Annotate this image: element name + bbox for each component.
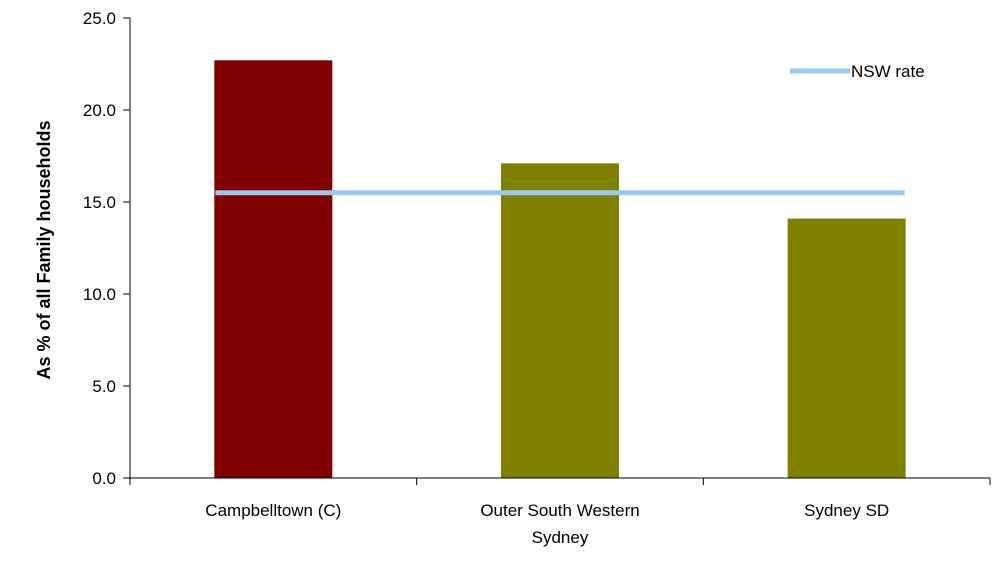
x-category-labels: Campbelltown (C) Outer South Western Sydne… xyxy=(205,501,889,547)
legend: NSW rate xyxy=(790,62,925,81)
y-axis-title: As % of all Family households xyxy=(34,120,54,379)
bars xyxy=(214,60,906,479)
y-tick-label-2: 10.0 xyxy=(83,285,116,304)
bar-0 xyxy=(214,60,333,478)
x-category-label-0: Campbelltown (C) xyxy=(205,501,341,520)
y-tick-label-5: 25.0 xyxy=(83,9,116,28)
y-tick-label-1: 5.0 xyxy=(92,377,116,396)
y-tick-label-0: 0.0 xyxy=(92,469,116,488)
legend-label-nsw-rate: NSW rate xyxy=(851,62,925,81)
y-tick-labels: 0.0 5.0 10.0 15.0 20.0 25.0 xyxy=(83,9,116,488)
y-tick-label-4: 20.0 xyxy=(83,101,116,120)
bar-2 xyxy=(787,218,906,478)
y-tick-label-3: 15.0 xyxy=(83,193,116,212)
bar-1 xyxy=(501,163,619,479)
axes xyxy=(123,17,991,485)
x-category-label-1: Outer South Western Sydney xyxy=(480,501,639,547)
y-axis-title-group: As % of all Family households xyxy=(34,120,54,379)
x-category-label-2: Sydney SD xyxy=(804,501,889,520)
